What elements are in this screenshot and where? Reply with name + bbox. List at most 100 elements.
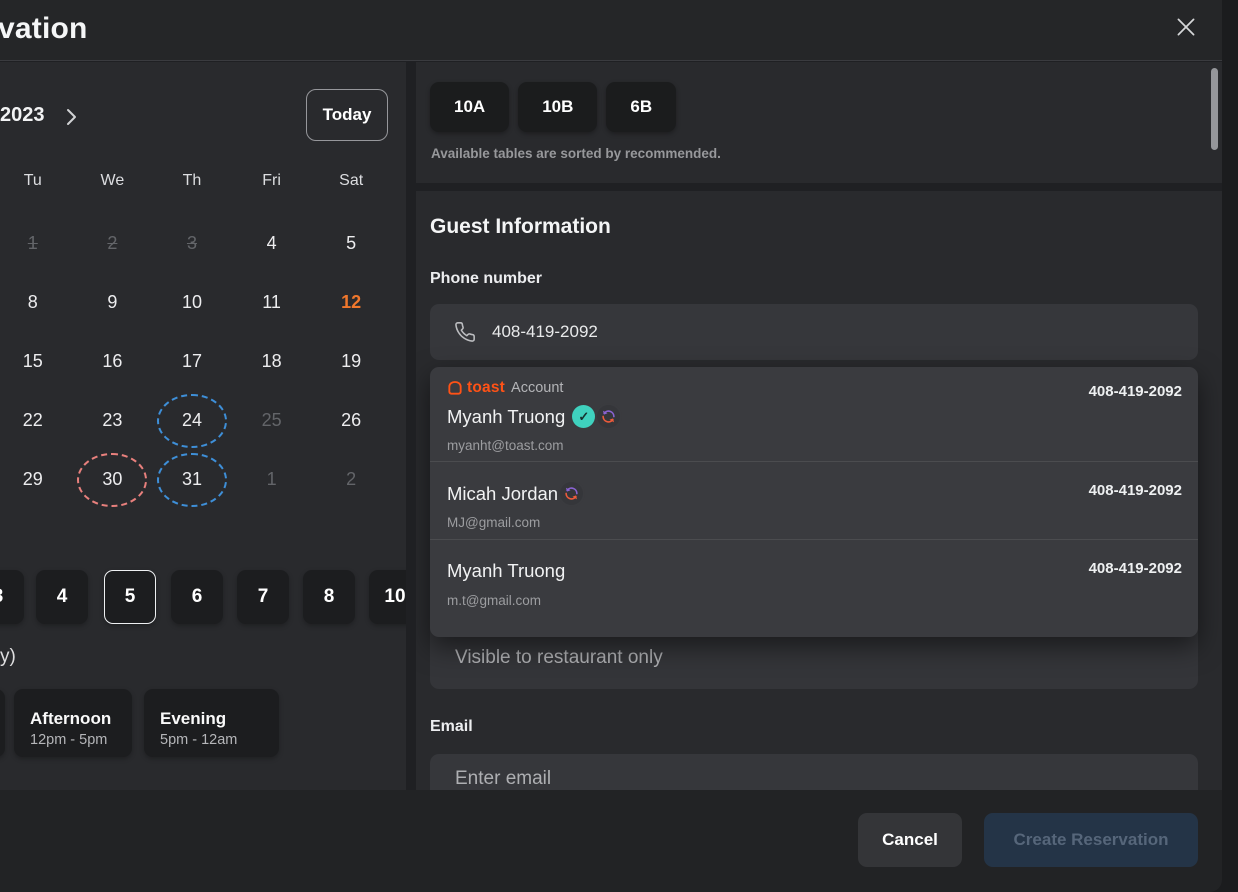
toast-bread-icon: [447, 380, 463, 396]
calendar-day[interactable]: 3: [152, 214, 232, 273]
calendar-day-number: 30: [102, 469, 123, 489]
blue-dashed-circle: [156, 393, 227, 448]
modal-title: vation: [0, 12, 88, 45]
calendar-day-number: 8: [27, 292, 38, 312]
calendar-day-number: 19: [341, 351, 362, 371]
next-month-icon[interactable]: [64, 107, 78, 127]
phone-number-input[interactable]: 408-419-2092: [430, 304, 1198, 360]
calendar-day[interactable]: 12: [311, 273, 391, 332]
calendar-day[interactable]: 4: [232, 214, 312, 273]
calendar-day[interactable]: 2: [311, 450, 391, 509]
scrollbar-thumb[interactable]: [1211, 68, 1218, 150]
calendar-day-number: 10: [181, 292, 202, 312]
calendar-day-number: 4: [266, 233, 277, 253]
guest-info-heading: Guest Information: [430, 215, 611, 238]
guest-info-panel: Guest Information Phone number 408-419-2…: [416, 191, 1222, 790]
table-chip-6b[interactable]: 6B: [606, 82, 677, 132]
calendar-day[interactable]: 23: [73, 391, 153, 450]
modal-header: vation: [0, 0, 1222, 61]
party-size-6[interactable]: 6: [171, 570, 223, 624]
time-slot-clipped[interactable]: [0, 689, 5, 757]
calendar-day-number: 23: [102, 410, 123, 430]
suggestion-row[interactable]: Myanh Truong m.t@gmail.com 408-419-2092: [430, 539, 1198, 617]
calendar-day-number: 9: [107, 292, 118, 312]
time-of-day-row: Afternoon 12pm - 5pm Evening 5pm - 12am: [0, 689, 406, 757]
calendar-day[interactable]: 1: [232, 450, 312, 509]
party-size-row: 345678 10: [0, 570, 406, 624]
account-header-label: Account: [511, 380, 564, 396]
calendar-day[interactable]: 11: [232, 273, 312, 332]
toast-account-header: toast Account: [447, 379, 563, 397]
sync-refresh-icon: [597, 405, 621, 428]
day-of-week-header: Tu: [23, 172, 42, 189]
calendar-grid: 1 2 3 4 5 8 9 10 11 12 15 16 17 18 19 22 23 24 25 26 29 30 31 1…: [0, 214, 393, 509]
calendar-day[interactable]: 30: [73, 450, 153, 509]
calendar-day[interactable]: 2: [73, 214, 153, 273]
party-size-4[interactable]: 4: [36, 570, 88, 624]
calendar-day-number: 16: [102, 351, 123, 371]
party-size-3[interactable]: 3: [0, 570, 24, 624]
suggestion-name: Micah Jordan: [447, 482, 559, 504]
calendar-day-number: 11: [262, 292, 281, 312]
calendar-day[interactable]: 15: [0, 332, 73, 391]
calendar-day-number: 5: [346, 233, 357, 253]
table-chip-10b[interactable]: 10B: [518, 82, 598, 132]
party-size-5[interactable]: 5: [104, 570, 156, 624]
calendar-day-number: 24: [181, 410, 202, 430]
calendar-day-number: 26: [341, 410, 362, 430]
suggestion-name: Myanh Truong: [447, 405, 566, 427]
calendar-day[interactable]: 25: [232, 391, 312, 450]
calendar-day[interactable]: 26: [311, 391, 391, 450]
suggestion-row[interactable]: toast Account Myanh Truong ✓ myanht@toast.co…: [430, 367, 1198, 461]
calendar-day[interactable]: 18: [232, 332, 312, 391]
email-input[interactable]: Enter email: [430, 754, 1198, 790]
tables-sort-note: Available tables are sorted by recommend…: [431, 146, 721, 161]
time-slot-evening[interactable]: Evening 5pm - 12am: [144, 689, 279, 757]
blue-dashed-circle: [156, 452, 227, 507]
party-size-10[interactable]: 10: [369, 570, 406, 624]
time-slot-title: Afternoon: [30, 709, 112, 728]
party-size-8[interactable]: 8: [303, 570, 355, 624]
calendar-day-number: 18: [261, 351, 282, 371]
suggestion-row[interactable]: Micah Jordan MJ@gmail.com 408-419-2092: [430, 461, 1198, 539]
calendar-day[interactable]: 19: [311, 332, 391, 391]
calendar-week-row: 29 30 31 1 2: [0, 450, 393, 509]
calendar-day-number: 29: [22, 469, 43, 489]
calendar-day[interactable]: 17: [152, 332, 232, 391]
phone-number-label: Phone number: [430, 270, 543, 287]
calendar-day[interactable]: 8: [0, 273, 73, 332]
calendar-day-number: 12: [341, 292, 362, 312]
calendar-day[interactable]: 22: [0, 391, 73, 450]
suggestion-email: m.t@gmail.com: [447, 593, 541, 608]
day-of-week-header: Th: [182, 172, 202, 189]
calendar-day-number: 17: [181, 351, 202, 371]
calendar-day[interactable]: 16: [73, 332, 153, 391]
party-size-7[interactable]: 7: [237, 570, 289, 624]
table-chip-10a[interactable]: 10A: [430, 82, 510, 132]
calendar-day[interactable]: 5: [311, 214, 391, 273]
calendar-day[interactable]: 31: [152, 450, 232, 509]
today-button[interactable]: Today: [306, 89, 388, 141]
calendar-day-number: 31: [181, 469, 202, 489]
calendar-day[interactable]: 1: [0, 214, 73, 273]
phone-number-value: 408-419-2092: [492, 322, 598, 341]
calendar-day[interactable]: 24: [152, 391, 232, 450]
calendar-day-number: 2: [346, 469, 357, 489]
create-reservation-button[interactable]: Create Reservation: [984, 813, 1198, 867]
calendar-day[interactable]: 29: [0, 450, 73, 509]
time-slot-range: 12pm - 5pm: [30, 732, 108, 748]
calendar-day[interactable]: 10: [152, 273, 232, 332]
cancel-button[interactable]: Cancel: [858, 813, 962, 867]
suggestion-name-row: Micah Jordan: [447, 482, 584, 505]
calendar-day[interactable]: 9: [73, 273, 153, 332]
calendar-day-number: 1: [266, 469, 277, 489]
calendar-week-row: 1 2 3 4 5: [0, 214, 393, 273]
day-of-week-header: We: [100, 172, 125, 189]
close-icon[interactable]: [1170, 11, 1202, 43]
modal-footer: Cancel Create Reservation: [0, 790, 1222, 892]
time-slot-afternoon[interactable]: Afternoon 12pm - 5pm: [14, 689, 132, 757]
suggestion-name: Myanh Truong: [447, 560, 566, 581]
email-label: Email: [430, 718, 473, 735]
calendar-dow-row: Tu We Th Fri Sat: [0, 166, 393, 196]
suggestion-name-row: Myanh Truong: [447, 560, 565, 582]
